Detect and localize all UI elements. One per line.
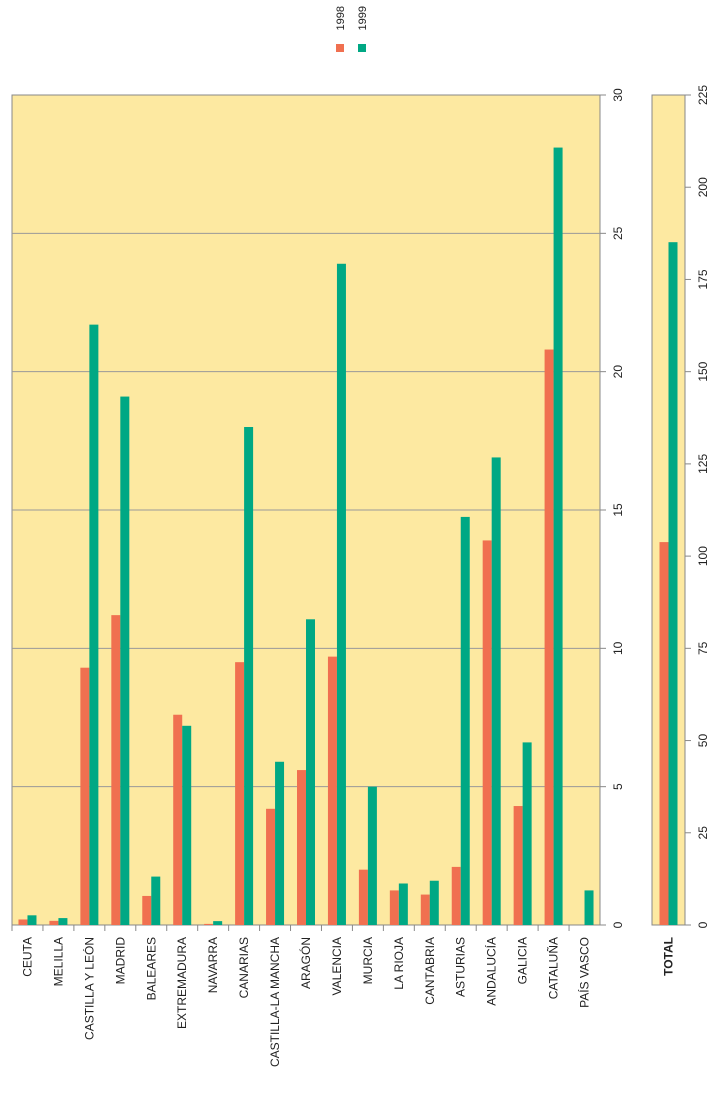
y-tick-label: 125 — [696, 454, 710, 474]
bar — [111, 615, 121, 925]
bar — [173, 714, 183, 925]
y-tick-label: 75 — [696, 641, 710, 655]
legend-swatch — [358, 44, 366, 52]
x-tick-label: VALENCIA — [330, 937, 344, 995]
bar — [482, 540, 492, 925]
bar — [358, 869, 368, 925]
x-tick-label: CATALUÑA — [547, 937, 561, 999]
bar — [659, 542, 669, 925]
bar — [120, 396, 130, 926]
x-tick-label: BALEARES — [144, 937, 158, 1000]
bar — [18, 919, 28, 925]
bar — [204, 923, 214, 925]
x-tick-label: ASTURIAS — [454, 937, 468, 997]
bar — [491, 457, 501, 925]
x-tick-label: CANTABRIA — [423, 937, 437, 1005]
bar — [544, 349, 554, 925]
y-tick-label: 200 — [696, 177, 710, 197]
bar — [266, 808, 276, 925]
bar — [522, 742, 532, 925]
x-tick-label: ANDALUCÍA — [484, 937, 499, 1006]
bar — [244, 427, 254, 925]
y-tick-label: 20 — [611, 365, 625, 379]
bar — [451, 866, 461, 925]
y-tick-label: 30 — [611, 88, 625, 102]
x-tick-label: GALICIA — [516, 937, 530, 984]
y-tick-label: 15 — [611, 503, 625, 517]
x-tick-label: ARAGÓN — [298, 937, 313, 989]
bar — [460, 516, 470, 925]
y-tick-label: 0 — [696, 921, 710, 928]
bar — [297, 770, 306, 925]
bar — [151, 876, 161, 925]
bar — [398, 883, 408, 925]
y-tick-label: 225 — [696, 85, 710, 105]
x-tick-label: CASTILLA-LA MANCHA — [268, 937, 282, 1067]
bar — [420, 894, 430, 925]
bar — [389, 890, 399, 925]
bar — [235, 662, 245, 925]
x-tick-label: LA RIOJA — [392, 937, 406, 990]
bar — [306, 619, 315, 925]
x-tick-label: TOTAL — [662, 937, 676, 976]
y-tick-label: 50 — [696, 734, 710, 748]
legend-swatch — [336, 44, 344, 52]
bar — [553, 147, 563, 926]
bar — [367, 786, 377, 925]
bar — [182, 725, 192, 925]
bar — [336, 263, 346, 925]
x-tick-label: NAVARRA — [206, 937, 220, 993]
x-tick-label: PAÍS VASCO — [577, 937, 592, 1008]
bar — [327, 656, 337, 925]
y-tick-label: 5 — [611, 783, 625, 790]
y-tick-label: 100 — [696, 546, 710, 566]
x-tick-label: MELILLA — [51, 937, 65, 986]
y-tick-label: 175 — [696, 269, 710, 289]
bar — [513, 806, 523, 925]
bar — [89, 324, 99, 926]
bar — [27, 915, 37, 925]
y-tick-label: 25 — [696, 826, 710, 840]
x-tick-label: MURCIA — [361, 937, 375, 984]
x-tick-label: EXTREMADURA — [175, 937, 189, 1029]
bar — [429, 880, 439, 925]
bar — [142, 895, 152, 925]
bar — [58, 918, 68, 925]
bar — [275, 761, 285, 925]
x-tick-label: CANARIAS — [237, 937, 251, 998]
bar — [584, 890, 594, 925]
bar — [668, 242, 678, 926]
legend-label: 1998 — [335, 6, 347, 30]
y-tick-label: 150 — [696, 361, 710, 381]
y-tick-label: 25 — [611, 226, 625, 240]
bar — [213, 921, 223, 925]
x-tick-label: CEUTA — [20, 937, 34, 977]
y-tick-label: 10 — [611, 641, 625, 655]
y-tick-label: 0 — [611, 921, 625, 928]
bar — [49, 920, 59, 925]
bar — [80, 667, 90, 925]
x-tick-label: CASTILLA Y LEÓN — [81, 937, 96, 1040]
x-tick-label: MADRID — [113, 937, 127, 985]
legend-label: 1999 — [357, 6, 369, 30]
